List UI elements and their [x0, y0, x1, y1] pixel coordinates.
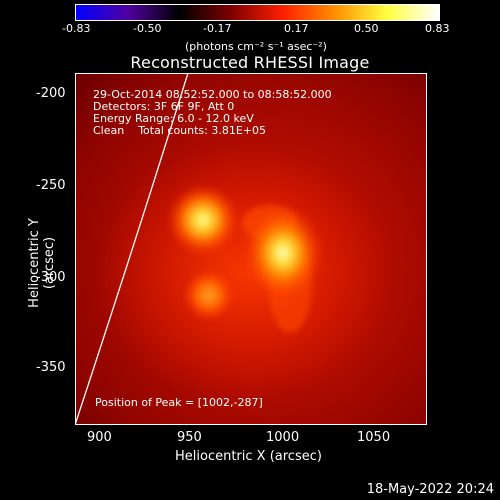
colorbar-tick: 0.17 — [284, 22, 309, 35]
x-tick-label: 950 — [177, 430, 202, 445]
peak-position: Position of Peak = [1002,-287] — [95, 396, 263, 409]
x-tick-label: 1000 — [266, 430, 300, 445]
y-axis-label: Heliocentric Y (arcsec) — [27, 218, 57, 308]
time-range: 29-Oct-2014 08:52:52.000 to 08:58:52.000 — [93, 88, 332, 101]
x-axis-label: Heliocentric X (arcsec) — [175, 449, 322, 464]
energy-range-text: Energy Range: 6.0 - 12.0 keV — [93, 112, 254, 125]
colorbar-units: (photons cm⁻² s⁻¹ asec⁻²) — [185, 40, 327, 53]
plot-frame — [75, 73, 427, 425]
colorbar-tick: 0.50 — [354, 22, 379, 35]
x-tick-label: 900 — [87, 430, 112, 445]
method-text: Clean Total counts: 3.81E+05 — [93, 124, 267, 137]
y-tick-label: -250 — [36, 178, 66, 193]
detectors-text: Detectors: 3F 6F 9F, Att 0 — [93, 100, 235, 113]
rhessi-image — [75, 73, 427, 425]
colorbar-tick: -0.17 — [203, 22, 232, 35]
y-tick-label: -350 — [36, 360, 66, 375]
colorbar-tick: -0.50 — [133, 22, 162, 35]
date-stamp: 18-May-2022 20:24 — [366, 482, 494, 497]
y-tick-label: -300 — [36, 270, 66, 285]
colorbar-tick: -0.83 — [62, 22, 91, 35]
colorbar — [75, 4, 440, 21]
plot-title: Reconstructed RHESSI Image — [130, 53, 370, 72]
x-tick-label: 1050 — [357, 430, 391, 445]
y-tick-label: -200 — [36, 86, 66, 101]
colorbar-tick: 0.83 — [425, 22, 450, 35]
